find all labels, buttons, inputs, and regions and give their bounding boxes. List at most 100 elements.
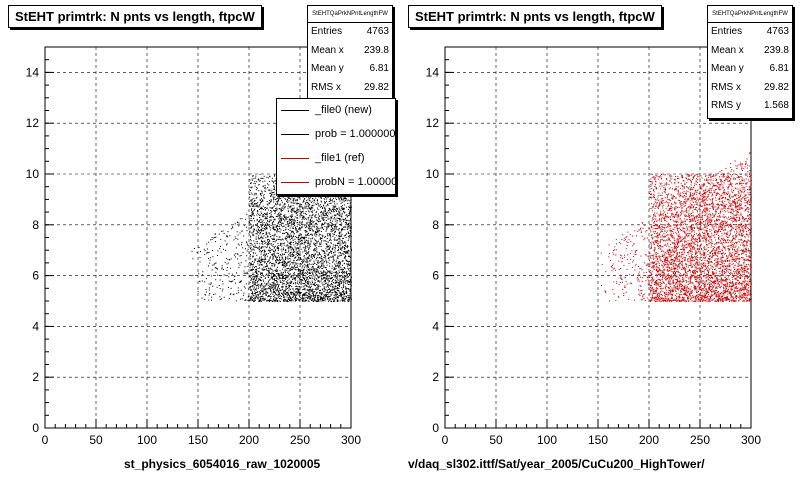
data-point [313, 278, 315, 280]
data-point [347, 284, 349, 285]
data-point [304, 280, 306, 281]
data-point [258, 206, 260, 208]
data-point [318, 284, 320, 286]
data-point [330, 213, 332, 215]
data-point [281, 226, 283, 228]
data-point [275, 239, 277, 241]
data-point [256, 295, 257, 297]
data-point [207, 248, 208, 250]
data-point [259, 174, 261, 175]
data-point [230, 267, 232, 269]
data-point [317, 288, 319, 290]
data-point [342, 280, 344, 282]
data-point [633, 274, 635, 276]
data-point [340, 199, 342, 200]
data-point [305, 207, 307, 209]
data-point [348, 213, 350, 215]
data-point [254, 205, 256, 207]
data-point [299, 229, 301, 231]
data-point [272, 270, 274, 272]
data-point [277, 196, 279, 198]
data-point [292, 294, 294, 296]
data-point [259, 261, 261, 263]
data-point [293, 282, 295, 284]
data-point [340, 247, 342, 249]
data-point [327, 248, 329, 250]
data-point [278, 212, 280, 214]
data-point [280, 298, 282, 300]
data-point [289, 296, 291, 298]
data-point [313, 291, 315, 293]
data-point [273, 186, 275, 188]
data-point [334, 231, 336, 233]
data-point [275, 298, 277, 300]
data-point [301, 211, 303, 213]
data-point [330, 202, 332, 204]
data-point [308, 243, 310, 245]
data-point [303, 243, 305, 245]
data-point [332, 278, 334, 280]
data-point [280, 195, 281, 197]
data-point [261, 268, 263, 270]
data-point [301, 240, 302, 242]
data-point [271, 200, 272, 202]
data-point [342, 229, 344, 230]
data-point [299, 281, 300, 283]
data-point [314, 280, 316, 282]
data-point [324, 298, 326, 300]
data-point [269, 213, 271, 214]
data-point [300, 233, 302, 235]
data-point [323, 296, 325, 298]
data-point [337, 262, 339, 264]
data-point [263, 299, 265, 301]
data-point [333, 257, 334, 259]
data-point [310, 228, 312, 229]
data-point [687, 296, 689, 298]
data-point [340, 280, 342, 282]
data-point [265, 269, 267, 271]
data-point [272, 286, 274, 288]
data-point [260, 256, 262, 258]
data-point [252, 234, 253, 236]
data-point [293, 249, 295, 251]
data-point [350, 257, 352, 259]
data-point [265, 213, 267, 215]
data-point [241, 298, 243, 300]
data-point [278, 290, 280, 292]
data-point [287, 234, 289, 236]
data-point [342, 276, 344, 278]
data-point [704, 252, 706, 253]
data-point [266, 207, 268, 209]
data-point [323, 198, 325, 199]
data-point [260, 279, 261, 281]
data-point [320, 300, 322, 302]
data-point [328, 245, 330, 247]
data-point [339, 232, 341, 234]
data-point [341, 228, 343, 230]
data-point [258, 247, 260, 249]
data-point [306, 205, 308, 207]
data-point [253, 235, 255, 237]
data-point [260, 284, 262, 286]
data-point [268, 268, 270, 270]
data-point [292, 276, 294, 278]
data-point [250, 288, 252, 290]
data-point [255, 276, 257, 277]
data-point [270, 191, 272, 193]
data-point [287, 241, 289, 243]
data-point [262, 177, 264, 179]
data-point [315, 235, 317, 237]
data-point [299, 272, 301, 274]
data-point [346, 252, 348, 254]
data-point [269, 257, 271, 259]
data-point [337, 297, 339, 298]
data-point [348, 238, 350, 240]
data-point [322, 235, 324, 237]
data-point [319, 244, 321, 246]
data-point [341, 227, 343, 229]
data-point [312, 288, 314, 290]
data-point [325, 217, 327, 219]
data-point [265, 266, 267, 268]
data-point [281, 218, 283, 220]
data-point [349, 210, 351, 212]
